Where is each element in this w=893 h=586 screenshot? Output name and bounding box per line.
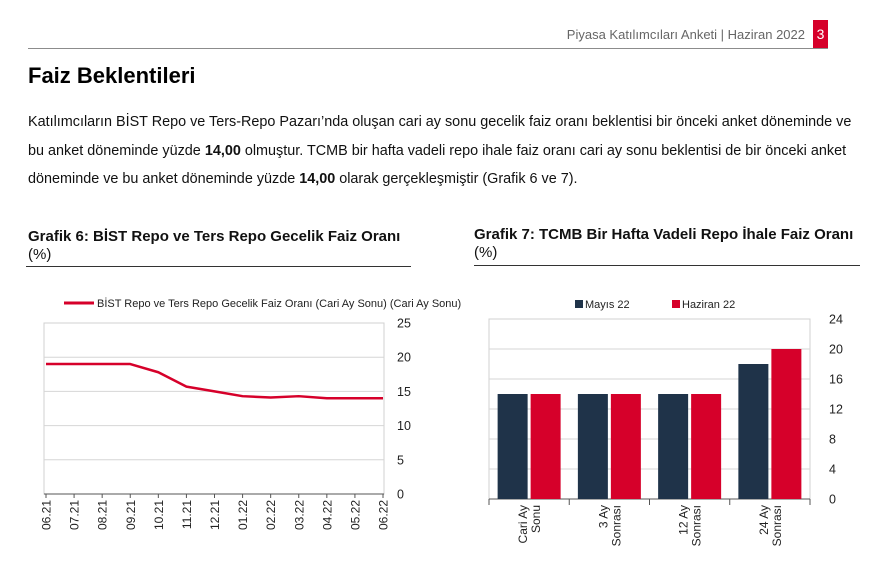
chart6-y-tick-label: 10 <box>397 419 411 433</box>
chart6-y-tick-label: 25 <box>397 317 411 331</box>
chart7-x-tick-label-line: Sonrası <box>690 505 704 546</box>
chart7-x-tick-label: 12 Ay Sonrası <box>677 505 704 546</box>
chart6-x-tick-label: 09.21 <box>124 500 138 530</box>
chart7-x-tick-label: 24 Ay Sonrası <box>757 505 784 546</box>
chart7-caption: Grafik 7: TCMB Bir Hafta Vadeli Repo İha… <box>474 226 866 262</box>
chart7-x-tick-label: Cari Ay Sonu <box>516 505 543 543</box>
chart7-y-tick-label: 0 <box>829 493 836 507</box>
chart6-x-tick-label: 11.21 <box>180 500 194 529</box>
chart6-caption-title: Grafik 6: BİST Repo ve Ters Repo Gecelik… <box>28 228 401 245</box>
chart6-x-tick-label: 03.22 <box>292 500 306 530</box>
chart7-x-tick-label-line: Sonu <box>529 505 543 533</box>
chart6-x-tick-label: 07.21 <box>68 500 82 530</box>
chart6-x-tick-label: 08.21 <box>96 500 110 530</box>
chart6-y-tick-label: 5 <box>397 453 404 467</box>
chart7-legend-label: Mayıs 22 <box>585 299 630 311</box>
section-title: Faiz Beklentileri <box>28 63 196 88</box>
chart6-x-tick-label: 01.22 <box>236 500 250 530</box>
intro-paragraph: Katılımcıların BİST Repo ve Ters-Repo Pa… <box>28 108 858 194</box>
chart7-x-tick-label-line: Sonrası <box>770 505 784 546</box>
chart6-x-tick-label: 12.21 <box>208 500 222 530</box>
chart6-y-tick-label: 0 <box>397 488 404 502</box>
chart7-y-tick-label: 16 <box>829 373 843 387</box>
chart6-y-tick-label: 20 <box>397 351 411 365</box>
chart6-x-tick-label: 06.22 <box>377 500 391 530</box>
chart6-x-tick-label: 02.22 <box>264 500 278 530</box>
chart6-caption-rule <box>26 266 411 267</box>
chart6-caption-unit: (%) <box>28 246 52 263</box>
chart7-x-tick-label-line: 12 Ay <box>677 505 691 535</box>
chart7-bar-mayis <box>577 394 608 499</box>
chart6-x-tick-label: 05.22 <box>348 500 362 530</box>
chart7-y-tick-label: 8 <box>829 433 836 447</box>
chart7-bar-haziran <box>610 394 641 499</box>
chart7-caption-title: Grafik 7: TCMB Bir Hafta Vadeli Repo İha… <box>474 226 854 243</box>
chart7-legend-swatch <box>575 300 583 308</box>
chart7-x-tick-label: 3 Ay Sonrası <box>596 505 623 546</box>
chart7-bar-mayis <box>738 364 769 499</box>
chart7-bar-mayis <box>658 394 689 499</box>
chart6-y-tick-label: 15 <box>397 385 411 399</box>
chart6-legend-label: BİST Repo ve Ters Repo Gecelik Faiz Oran… <box>97 297 461 310</box>
chart7-x-tick-label-line: 3 Ay <box>596 505 610 528</box>
paragraph-value-1: 14,00 <box>204 142 241 159</box>
chart7-bar-haziran <box>530 394 561 499</box>
chart7-y-tick-label: 20 <box>829 343 843 357</box>
chart7-caption-rule <box>474 265 860 266</box>
chart7-legend-label: Haziran 22 <box>682 299 735 311</box>
header-divider <box>28 48 828 49</box>
chart7-legend-swatch <box>672 300 680 308</box>
chart7-y-tick-label: 4 <box>829 463 836 477</box>
header-title: Piyasa Katılımcıları Anketi | Haziran 20… <box>566 27 805 42</box>
chart6-x-tick-label: 04.22 <box>320 500 334 530</box>
paragraph-text-3: olarak gerçekleşmiştir (Grafik 6 ve 7). <box>335 171 578 187</box>
chart6-x-tick-label: 06.21 <box>40 500 54 530</box>
chart7-bar-haziran <box>691 394 722 499</box>
chart6-caption: Grafik 6: BİST Repo ve Ters Repo Gecelik… <box>28 228 413 264</box>
chart7-y-tick-label: 12 <box>829 403 843 417</box>
chart7-x-tick-label-line: Sonrası <box>609 505 623 546</box>
paragraph-value-2: 14,00 <box>299 171 336 187</box>
chart7-x-tick-label-line: 24 Ay <box>757 505 771 535</box>
chart6-plot-frame <box>43 322 385 495</box>
paragraph-text-2: olmuştur. TCMB bir hafta vadeli repo iha… <box>28 142 847 188</box>
chart7-caption-unit: (%) <box>474 244 498 261</box>
chart6-series-line <box>46 362 383 400</box>
chart6-x-tick-label: 10.21 <box>152 500 166 530</box>
chart7-x-tick-label-line: Cari Ay <box>516 505 530 543</box>
paragraph-text-1: Katılımcıların BİST Repo ve Ters-Repo Pa… <box>28 114 852 159</box>
chart7-bar-mayis <box>497 394 528 499</box>
chart7-y-tick-label: 24 <box>829 313 843 327</box>
page-number-badge: 3 <box>813 20 828 48</box>
chart7-bar-haziran <box>771 349 802 499</box>
